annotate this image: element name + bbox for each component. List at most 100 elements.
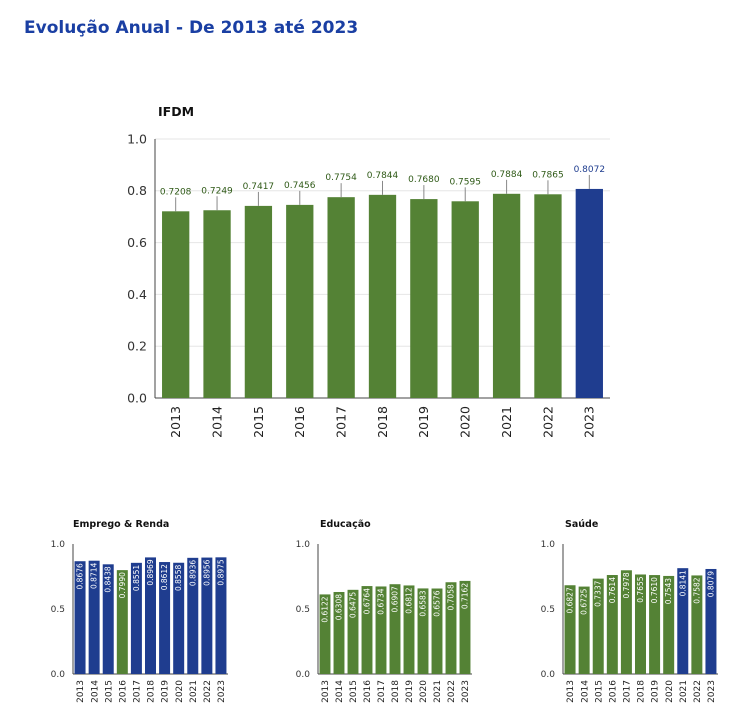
x-tick-label: 2022 <box>447 680 457 703</box>
data-label: 0.8956 <box>202 559 211 585</box>
y-tick-label: 0.0 <box>51 670 66 680</box>
x-tick-label: 2014 <box>580 680 590 703</box>
bar-2014 <box>578 586 590 674</box>
chart-group-1: IFDM 0.0 0.2 0.4 0.6 0.8 1.0 0.7208 2013 0.7249 20… <box>127 104 610 438</box>
y-tick-label: 1.0 <box>541 540 556 550</box>
data-label: 0.8676 <box>76 563 85 589</box>
data-label: 0.6122 <box>321 596 330 622</box>
x-tick-label: 2019 <box>161 680 171 703</box>
data-label: 0.6812 <box>405 587 414 613</box>
data-label: 0.7655 <box>636 576 645 602</box>
x-tick-label: 2022 <box>540 406 555 438</box>
x-tick-label: 2020 <box>175 680 185 703</box>
data-label: 0.6725 <box>580 588 589 614</box>
x-tick-label: 2023 <box>217 680 227 703</box>
data-label: 0.6475 <box>349 592 358 618</box>
data-label: 0.7162 <box>461 583 470 609</box>
data-label: 0.7337 <box>594 580 603 606</box>
x-tick-label: 2022 <box>203 680 213 703</box>
y-tick-label: 0.5 <box>51 605 65 615</box>
x-tick-label: 2014 <box>209 406 224 438</box>
bar-2016 <box>286 204 314 398</box>
x-tick-label: 2023 <box>582 406 597 438</box>
bar-2023 <box>459 580 471 674</box>
data-label: 0.7844 <box>367 171 399 181</box>
data-label: 0.8975 <box>216 559 225 585</box>
x-tick-label: 2013 <box>76 680 86 703</box>
x-tick-label: 2017 <box>334 406 349 438</box>
bar-2016 <box>116 570 128 674</box>
bar-2017 <box>327 197 355 398</box>
page-title: Evolução Anual - De 2013 até 2023 <box>24 18 359 38</box>
data-label: 0.8079 <box>706 571 715 597</box>
x-tick-label: 2017 <box>133 680 143 703</box>
bar-2022 <box>691 575 703 674</box>
x-tick-label: 2021 <box>499 406 514 438</box>
bar-2018 <box>389 584 401 674</box>
x-tick-label: 2016 <box>118 680 128 703</box>
bar-2022 <box>445 582 457 674</box>
data-label: 0.6734 <box>377 588 386 614</box>
x-tick-label: 2013 <box>321 680 331 703</box>
y-tick-label: 0.6 <box>127 235 147 250</box>
data-label: 0.7543 <box>664 578 673 604</box>
x-tick-label: 2021 <box>679 680 689 703</box>
bar-2017 <box>130 562 142 674</box>
bar-2014 <box>88 560 100 674</box>
x-tick-label: 2020 <box>665 680 675 703</box>
x-tick-label: 2020 <box>458 406 473 438</box>
x-tick-label: 2022 <box>693 680 703 703</box>
x-tick-label: 2015 <box>104 680 114 703</box>
bar-2022 <box>534 194 562 398</box>
bar-2015 <box>102 564 114 674</box>
x-tick-label: 2016 <box>363 680 373 703</box>
chart-group-3: Educação 0.0 0.5 1.0 0.6122 2013 0.6308 2014 0.6… <box>296 519 472 703</box>
x-tick-label: 2021 <box>189 680 199 703</box>
bar-2018 <box>635 574 646 674</box>
data-label: 0.7595 <box>449 177 481 187</box>
data-label: 0.8558 <box>174 565 183 591</box>
bar-2014 <box>203 210 231 398</box>
bar-2013 <box>74 561 86 674</box>
chart-group-2: Emprego & Renda 0.0 0.5 1.0 0.8676 2013 0.8714… <box>51 519 228 703</box>
bar-2019 <box>649 575 661 674</box>
bar-2018 <box>145 557 156 674</box>
x-tick-label: 2015 <box>594 680 604 703</box>
x-tick-label: 2021 <box>433 680 443 703</box>
bar-2013 <box>162 211 190 398</box>
bar-2015 <box>244 205 273 398</box>
bar-2021 <box>431 588 443 674</box>
data-label: 0.8438 <box>104 566 113 592</box>
x-tick-label: 2018 <box>637 680 647 703</box>
bar-2023 <box>705 568 717 674</box>
x-tick-label: 2020 <box>419 680 429 703</box>
x-tick-label: 2023 <box>461 680 471 703</box>
x-tick-label: 2019 <box>405 680 415 703</box>
bar-2019 <box>410 199 438 398</box>
data-label: 0.7456 <box>284 181 316 191</box>
data-label: 0.8714 <box>90 562 99 588</box>
bar-2021 <box>187 557 199 674</box>
x-tick-label: 2023 <box>707 680 717 703</box>
bar-2023 <box>575 188 603 398</box>
y-tick-label: 0.0 <box>127 390 147 405</box>
x-tick-label: 2017 <box>377 680 387 703</box>
data-label: 0.7884 <box>491 170 523 180</box>
bar-2016 <box>606 575 618 674</box>
y-tick-label: 0.5 <box>296 605 310 615</box>
x-tick-label: 2018 <box>375 406 390 438</box>
x-tick-label: 2014 <box>90 680 100 703</box>
y-tick-label: 0.8 <box>127 183 147 198</box>
data-label: 0.7417 <box>243 182 275 192</box>
data-label: 0.6308 <box>335 594 344 620</box>
data-label: 0.7614 <box>608 577 617 603</box>
chart-title: Saúde <box>565 519 598 530</box>
data-label: 0.7208 <box>160 187 192 197</box>
x-tick-label: 2017 <box>623 680 633 703</box>
bar-2020 <box>451 201 479 398</box>
y-tick-label: 0.0 <box>541 670 556 680</box>
chart-title: IFDM <box>158 104 194 119</box>
chart-title: Educação <box>320 519 371 530</box>
x-tick-label: 2018 <box>391 680 401 703</box>
